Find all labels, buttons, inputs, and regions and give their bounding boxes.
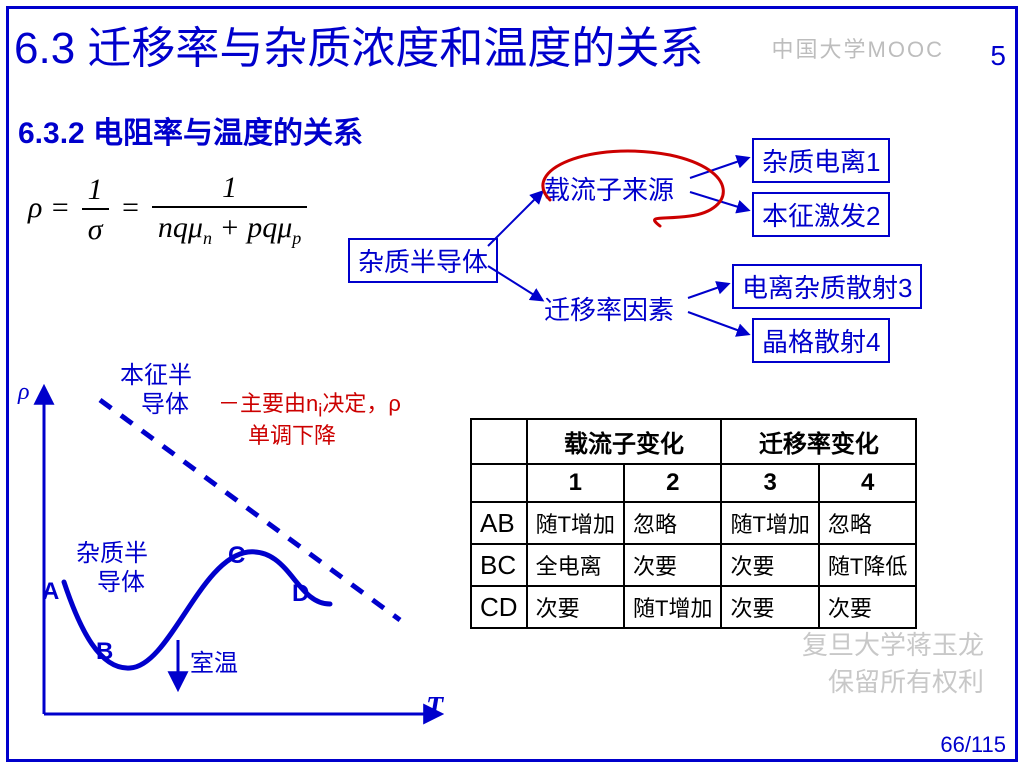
point-D: D xyxy=(292,580,309,609)
watermark-bottom: 复旦大学蒋玉龙 保留所有权利 xyxy=(802,627,984,700)
subsection-title: 6.3.2 电阻率与温度的关系 xyxy=(18,108,363,152)
box-branch2: 迁移率因素 xyxy=(544,290,674,327)
box-branch1: 载流子来源 xyxy=(544,170,674,207)
watermark-top: 中国大学MOOC xyxy=(772,32,944,64)
page-number: 66/115 xyxy=(940,732,1006,758)
box-leaf-ionized-scatter: 电离杂质散射3 xyxy=(732,264,922,309)
xlabel: T xyxy=(426,691,443,725)
table-row: AB 随T增加 忽略 随T增加 忽略 xyxy=(471,502,916,544)
behavior-table: 载流子变化 迁移率变化 1 2 3 4 AB 随T增加 忽略 随T增加 忽略 B… xyxy=(470,418,917,629)
dashed-label: 本征半 导体 xyxy=(120,362,192,420)
section-title: 6.3 迁移率与杂质浓度和温度的关系 xyxy=(14,12,703,76)
solid-label: 杂质半 导体 xyxy=(76,540,148,598)
table-header-row: 载流子变化 迁移率变化 xyxy=(471,419,916,464)
title-suffix: 5 xyxy=(990,40,1006,72)
symbol-rho: ρ xyxy=(28,191,42,224)
table-row: CD 次要 随T增加 次要 次要 xyxy=(471,586,916,628)
box-leaf-lattice-scatter: 晶格散射4 xyxy=(752,318,890,363)
point-B: B xyxy=(96,638,113,667)
ylabel: ρ xyxy=(18,378,30,407)
table-row: BC 全电离 次要 次要 随T降低 xyxy=(471,544,916,586)
resistivity-formula: ρ = 1 σ = 1 nqμn + pqμp xyxy=(28,170,311,250)
box-leaf-intrinsic: 本征激发2 xyxy=(752,192,890,237)
box-leaf-ionization: 杂质电离1 xyxy=(752,138,890,183)
dashed-annotation: －主要由ni决定，ρ 单调下降 xyxy=(218,390,401,451)
fraction-1-over-sigma: 1 σ xyxy=(82,172,109,249)
point-C: C xyxy=(228,542,245,571)
table-subheader-row: 1 2 3 4 xyxy=(471,464,916,502)
box-root: 杂质半导体 xyxy=(348,238,498,283)
point-A: A xyxy=(42,578,59,607)
fraction-expanded: 1 nqμn + pqμp xyxy=(152,170,307,250)
arrow-label: 室温 xyxy=(190,650,238,679)
